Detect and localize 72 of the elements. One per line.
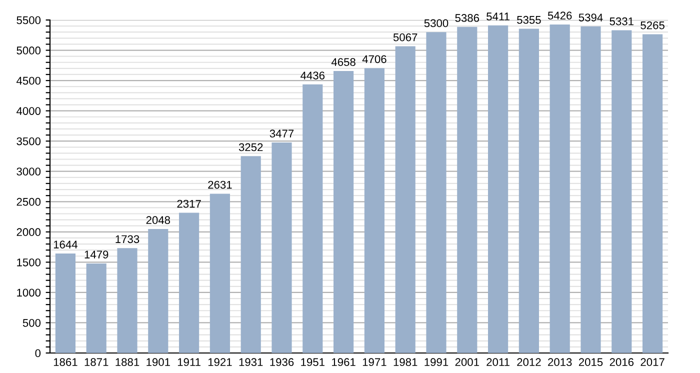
bar (518, 28, 539, 353)
bar (148, 229, 168, 353)
bar (210, 194, 230, 353)
bar (240, 156, 261, 353)
data-label: 3477 (270, 130, 294, 138)
x-tick-label: 2015 (578, 358, 603, 366)
x-tick-label: 2016 (610, 358, 634, 366)
y-tick-label: 1500 (17, 258, 41, 266)
bar (580, 26, 601, 353)
data-label: 5394 (578, 14, 603, 22)
data-label: 1644 (54, 240, 78, 248)
data-label: 5331 (610, 17, 634, 26)
y-tick-label: 3000 (16, 168, 41, 176)
data-label: 5355 (517, 16, 541, 24)
data-label: 5386 (455, 14, 480, 22)
bar (612, 30, 632, 353)
data-label: 5265 (640, 21, 664, 30)
bar (179, 212, 200, 353)
y-tick-label: 500 (22, 318, 41, 327)
data-label: 2048 (146, 216, 170, 224)
bar (55, 253, 76, 353)
x-tick-label: 1871 (84, 358, 108, 366)
x-tick-label: 1931 (239, 358, 263, 366)
bar (117, 248, 138, 353)
data-label: 5067 (393, 33, 418, 42)
bar (364, 68, 384, 353)
y-tick-label: 2000 (16, 228, 41, 236)
y-tick-label: 5500 (16, 16, 41, 24)
x-tick-label: 2012 (517, 358, 541, 366)
bar (426, 32, 446, 353)
data-label: 1479 (84, 250, 108, 258)
data-label: 2317 (177, 200, 201, 208)
bar (334, 70, 354, 353)
data-label: 3252 (238, 143, 263, 152)
y-tick-label: 3500 (16, 137, 41, 146)
bar (395, 46, 416, 353)
data-label: 2631 (208, 180, 232, 189)
x-tick-label: 1951 (301, 358, 324, 366)
y-tick-label: 2500 (16, 198, 41, 206)
data-label: 4706 (362, 55, 386, 64)
x-tick-label: 2001 (455, 358, 479, 366)
y-tick-label: 5000 (16, 46, 41, 54)
x-tick-label: 1936 (270, 358, 294, 366)
bar (488, 25, 508, 353)
data-label: 4436 (300, 72, 325, 80)
y-tick-label: 4500 (16, 76, 41, 85)
bar (550, 24, 570, 353)
data-label: 1733 (116, 235, 140, 244)
x-tick-label: 1861 (54, 358, 78, 366)
x-tick-label: 1961 (332, 358, 356, 366)
bar (302, 84, 323, 353)
y-tick-label: 1000 (17, 288, 41, 297)
data-label: 5426 (548, 12, 572, 20)
bar (457, 26, 478, 353)
x-tick-label: 2011 (486, 358, 510, 366)
x-tick-label: 1981 (394, 358, 418, 366)
x-tick-label: 1921 (208, 358, 232, 366)
data-label: 5300 (424, 19, 448, 28)
data-label: 5411 (486, 12, 510, 20)
y-tick-label: 0 (35, 349, 41, 358)
bar (642, 34, 663, 353)
x-tick-label: 2017 (640, 358, 664, 366)
bar (86, 263, 106, 353)
x-tick-label: 1971 (362, 358, 386, 366)
x-tick-label: 1991 (424, 358, 448, 366)
x-tick-label: 2013 (548, 358, 572, 366)
data-label: 4658 (331, 58, 356, 66)
bar (272, 142, 292, 353)
x-tick-label: 1911 (178, 358, 200, 366)
x-tick-label: 1881 (116, 358, 140, 366)
y-tick-label: 4000 (16, 107, 41, 115)
x-tick-label: 1901 (146, 358, 170, 366)
